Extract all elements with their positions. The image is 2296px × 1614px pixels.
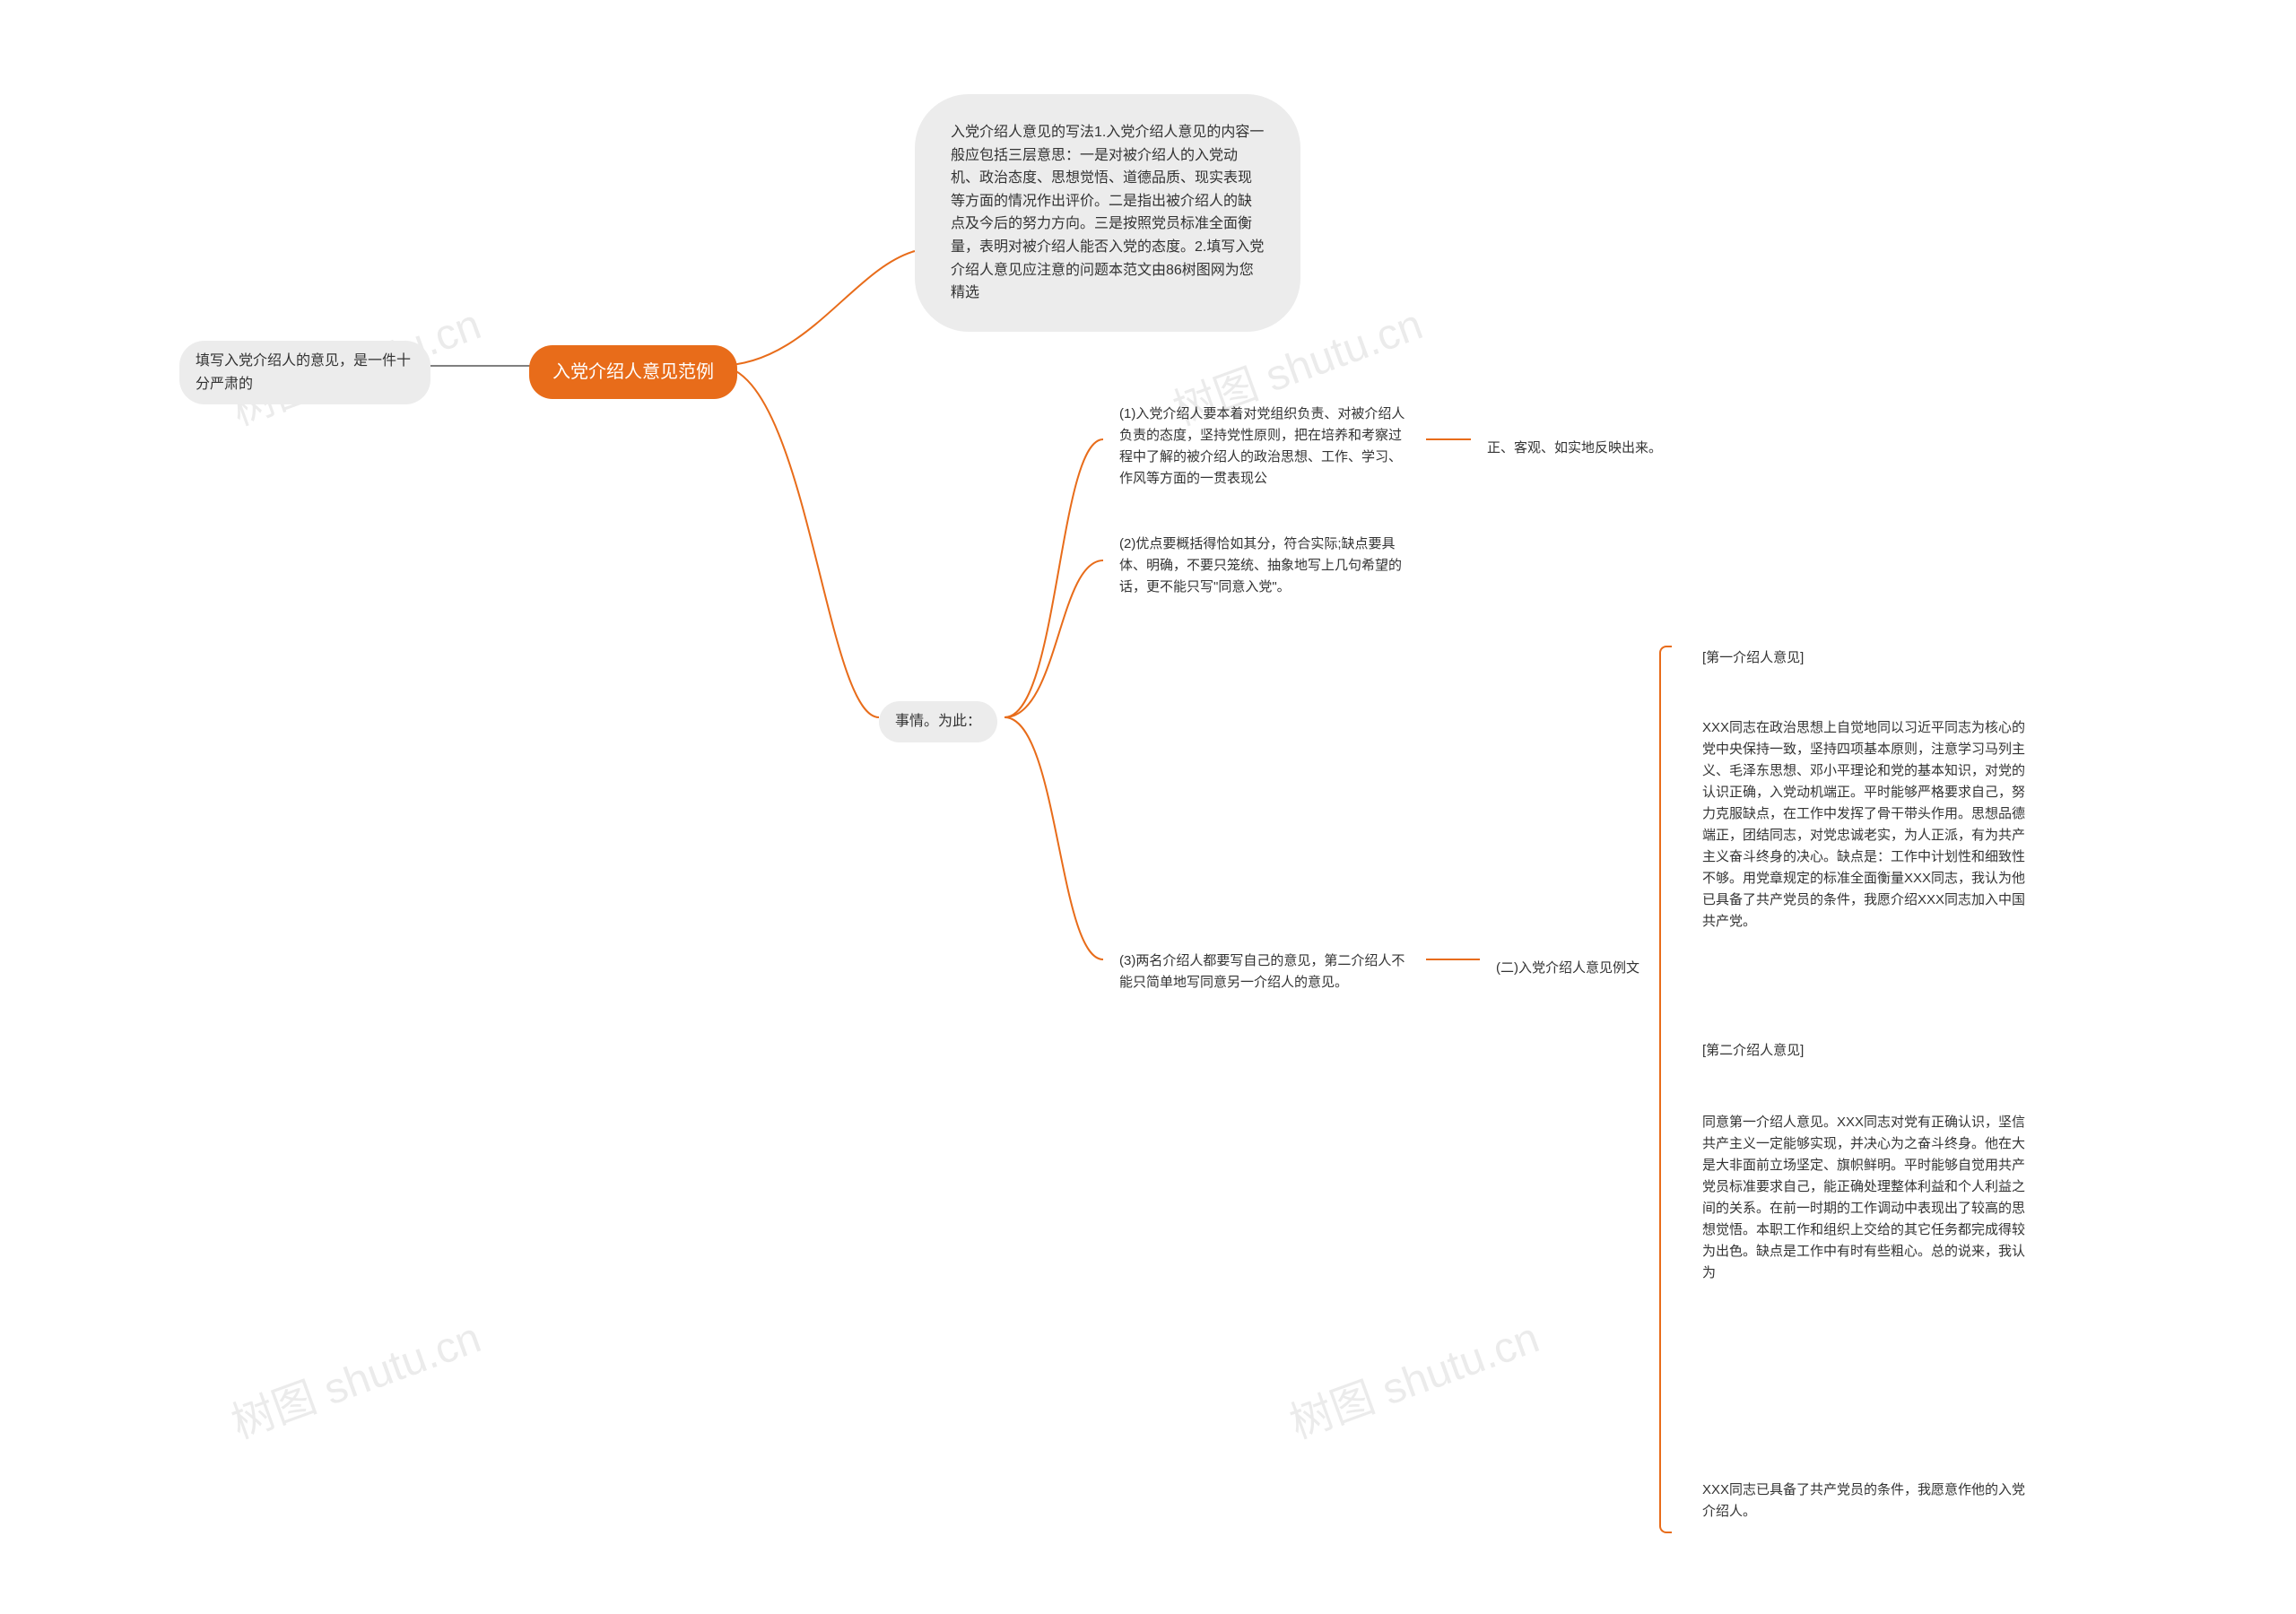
left-intro-node: 填写入党介绍人的意见，是一件十分严肃的 [179,341,430,404]
example-1-body: XXX同志在政治思想上自觉地同以习近平同志为核心的党中央保持一致，坚持四项基本原… [1686,708,2045,941]
example-3-body: XXX同志已具备了共产党员的条件，我愿意作他的入党介绍人。 [1686,1471,2045,1532]
example-2-body: 同意第一介绍人意见。XXX同志对党有正确认识，坚信共产主义一定能够实现，并决心为… [1686,1103,2045,1293]
item-2-node: (2)优点要概括得恰如其分，符合实际;缺点要具体、明确，不要只笼统、抽象地写上几… [1103,525,1426,607]
example-label-node: (二)入党介绍人意见例文 [1480,949,1656,988]
watermark: 树图 shutu.cn [1280,1302,1546,1450]
section-label-node: 事情。为此： [879,701,997,742]
item-3-node: (3)两名介绍人都要写自己的意见，第二介绍人不能只简单地写同意另一介绍人的意见。 [1103,941,1426,1002]
root-node[interactable]: 入党介绍人意见范例 [529,345,737,399]
example-1-title: [第一介绍人意见] [1686,638,1820,678]
example-2-title: [第二介绍人意见] [1686,1031,1820,1071]
item-1-node: (1)入党介绍人要本着对党组织负责、对被介绍人负责的态度，坚持党性原则，把在培养… [1103,395,1426,499]
watermark: 树图 shutu.cn [222,1302,488,1450]
description-node: 入党介绍人意见的写法1.入党介绍人意见的内容一般应包括三层意思：一是对被介绍人的… [915,94,1300,332]
example-bracket [1659,646,1672,1533]
item-1-tail-node: 正、客观、如实地反映出来。 [1471,429,1704,468]
